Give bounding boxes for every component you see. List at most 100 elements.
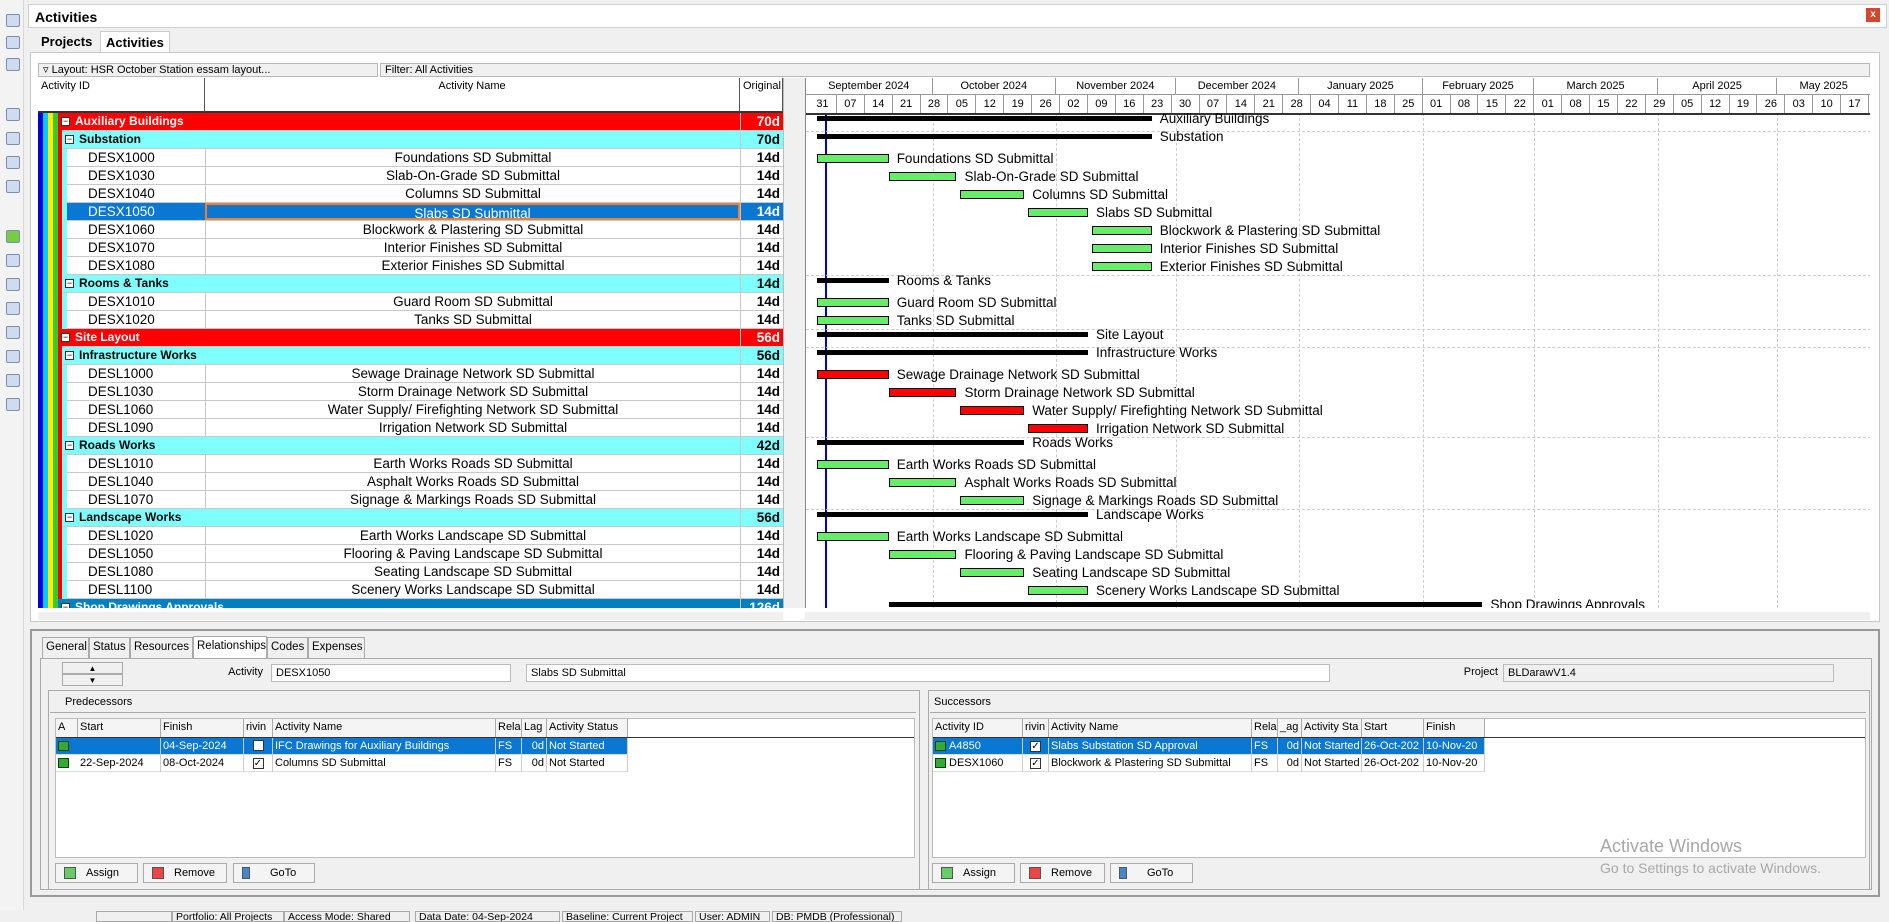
- table-row[interactable]: DESL1040 Asphalt Works Roads SD Submittal…: [38, 473, 783, 491]
- activity-name[interactable]: Slabs SD Submittal: [205, 203, 740, 221]
- table-row[interactable]: DESX1010 Guard Room SD Submittal 14d: [38, 293, 783, 311]
- column-header[interactable]: Lag: [522, 719, 547, 737]
- activity-bar[interactable]: [960, 568, 1025, 577]
- activity-name[interactable]: Columns SD Submittal: [205, 185, 740, 202]
- tab-projects[interactable]: Projects: [41, 34, 93, 49]
- table-row[interactable]: DESL1000 Sewage Drainage Network SD Submi…: [38, 365, 783, 383]
- checkbox[interactable]: ✓: [1030, 741, 1041, 752]
- resources-icon[interactable]: [6, 132, 20, 145]
- activity-bar[interactable]: [888, 550, 957, 559]
- table-row[interactable]: − Infrastructure Works 56d: [38, 347, 783, 365]
- column-header[interactable]: Activity Sta: [1302, 719, 1362, 737]
- activity-bar[interactable]: [1028, 586, 1088, 595]
- vertical-splitter[interactable]: [783, 78, 805, 608]
- activity-name[interactable]: Earth Works Landscape SD Submittal: [205, 527, 740, 544]
- column-header-activity-id[interactable]: Activity ID: [38, 78, 205, 113]
- column-header[interactable]: Rela: [1252, 719, 1278, 737]
- table-row[interactable]: DESL1080 Seating Landscape SD Submittal 14…: [38, 563, 783, 581]
- activity-name[interactable]: Foundations SD Submittal: [205, 149, 740, 166]
- collapse-icon[interactable]: −: [65, 512, 74, 522]
- detail-tab-expenses[interactable]: Expenses: [308, 637, 365, 658]
- activity-name[interactable]: Exterior Finishes SD Submittal: [205, 257, 740, 274]
- table-row[interactable]: DESL1100 Scenery Works Landscape SD Submi…: [38, 581, 783, 599]
- summary-bar[interactable]: [816, 350, 1088, 355]
- activity-bar[interactable]: [888, 478, 957, 487]
- detail-tab-general[interactable]: General: [42, 637, 89, 658]
- tab-activities[interactable]: Activities: [100, 31, 170, 52]
- activity-name[interactable]: Flooring & Paving Landscape SD Submittal: [205, 545, 740, 562]
- column-header[interactable]: Activity Status: [547, 719, 628, 737]
- collapse-icon[interactable]: −: [65, 278, 74, 288]
- gantt-horizontal-scrollbar[interactable]: [805, 612, 1870, 620]
- summary-bar[interactable]: [816, 332, 1088, 337]
- collapse-icon[interactable]: −: [61, 332, 70, 342]
- wbs-icon[interactable]: [6, 278, 20, 291]
- wizard-icon[interactable]: [6, 58, 20, 71]
- activity-bar[interactable]: [1091, 262, 1152, 271]
- checkbox[interactable]: ✓: [1030, 758, 1041, 769]
- activity-bar[interactable]: [1028, 424, 1088, 433]
- column-header[interactable]: rivin: [244, 719, 273, 737]
- table-row[interactable]: DESL1060 Water Supply/ Firefighting Netwo…: [38, 401, 783, 419]
- activity-name[interactable]: Interior Finishes SD Submittal: [205, 239, 740, 256]
- activity-bar[interactable]: [816, 316, 889, 325]
- table-row[interactable]: DESX1040 Columns SD Submittal 14d: [38, 185, 783, 203]
- summary-bar[interactable]: [888, 602, 1483, 607]
- detail-tab-relationships[interactable]: Relationships: [193, 636, 267, 659]
- table-row[interactable]: DESX1020 Tanks SD Submittal 14d: [38, 311, 783, 329]
- activity-name[interactable]: Irrigation Network SD Submittal: [205, 419, 740, 436]
- table-row[interactable]: DESX1080 Exterior Finishes SD Submittal 14…: [38, 257, 783, 275]
- table-horizontal-scrollbar[interactable]: [38, 612, 783, 620]
- activity-bar[interactable]: [816, 298, 889, 307]
- next-activity-button[interactable]: ▼: [62, 674, 123, 686]
- checkbox[interactable]: [252, 740, 264, 751]
- activity-bar[interactable]: [1091, 226, 1152, 235]
- activities-icon[interactable]: [6, 230, 20, 243]
- expenses-icon[interactable]: [6, 326, 20, 339]
- pred-assign-button[interactable]: Assign: [55, 863, 138, 883]
- issues-icon[interactable]: [6, 350, 20, 363]
- table-row[interactable]: − Roads Works 42d: [38, 437, 783, 455]
- previous-activity-button[interactable]: ▲: [62, 662, 123, 674]
- detail-tab-codes[interactable]: Codes: [267, 637, 308, 658]
- table-row[interactable]: − Rooms & Tanks 14d: [38, 275, 783, 293]
- chart-icon[interactable]: [6, 180, 20, 193]
- filter-label[interactable]: Filter: All Activities: [380, 63, 1870, 77]
- close-icon[interactable]: x: [1866, 8, 1880, 22]
- table-row[interactable]: DESL1020 Earth Works Landscape SD Submitt…: [38, 527, 783, 545]
- activity-bar[interactable]: [888, 388, 957, 397]
- reports-icon[interactable]: [6, 156, 20, 169]
- table-row[interactable]: DESX1030 Slab-On-Grade SD Submittal 14d: [38, 167, 783, 185]
- activity-bar[interactable]: [816, 154, 889, 163]
- activity-name[interactable]: Guard Room SD Submittal: [205, 293, 740, 310]
- column-header[interactable]: Rela: [496, 719, 522, 737]
- table-row[interactable]: DESL1010 Earth Works Roads SD Submittal 14…: [38, 455, 783, 473]
- table-row[interactable]: − Substation 70d: [38, 131, 783, 149]
- table-row[interactable]: DESX1060 ✓ Blockwork & Plastering SD Submi…: [933, 755, 1485, 772]
- summary-bar[interactable]: [816, 134, 1152, 139]
- activity-name[interactable]: Signage & Markings Roads SD Submittal: [205, 491, 740, 508]
- documents-icon[interactable]: [6, 302, 20, 315]
- table-row[interactable]: − Site Layout 56d: [38, 329, 783, 347]
- activity-bar[interactable]: [1028, 208, 1088, 217]
- driving-checkbox[interactable]: ✓: [1023, 738, 1049, 755]
- table-row[interactable]: DESX1050 Slabs SD Submittal 14d: [38, 203, 783, 221]
- column-header[interactable]: Finish: [161, 719, 244, 737]
- assignments-icon[interactable]: [6, 254, 20, 267]
- column-header[interactable]: Start: [1362, 719, 1424, 737]
- column-header[interactable]: rivin: [1023, 719, 1049, 737]
- activity-name[interactable]: Slab-On-Grade SD Submittal: [205, 167, 740, 184]
- activity-name[interactable]: Sewage Drainage Network SD Submittal: [205, 365, 740, 382]
- projects-icon[interactable]: [6, 108, 20, 121]
- new-project-icon[interactable]: [6, 14, 20, 27]
- risks-icon[interactable]: [6, 374, 20, 387]
- succ-goto-button[interactable]: GoTo: [1110, 863, 1193, 883]
- activity-bar[interactable]: [960, 406, 1025, 415]
- tracking-icon[interactable]: [6, 398, 20, 411]
- summary-bar[interactable]: [816, 440, 1025, 445]
- summary-bar[interactable]: [816, 116, 1152, 121]
- table-row[interactable]: DESX1070 Interior Finishes SD Submittal 14…: [38, 239, 783, 257]
- activity-name[interactable]: Water Supply/ Firefighting Network SD Su…: [205, 401, 740, 418]
- detail-tab-status[interactable]: Status: [89, 637, 130, 658]
- driving-checkbox[interactable]: ✓: [244, 755, 273, 772]
